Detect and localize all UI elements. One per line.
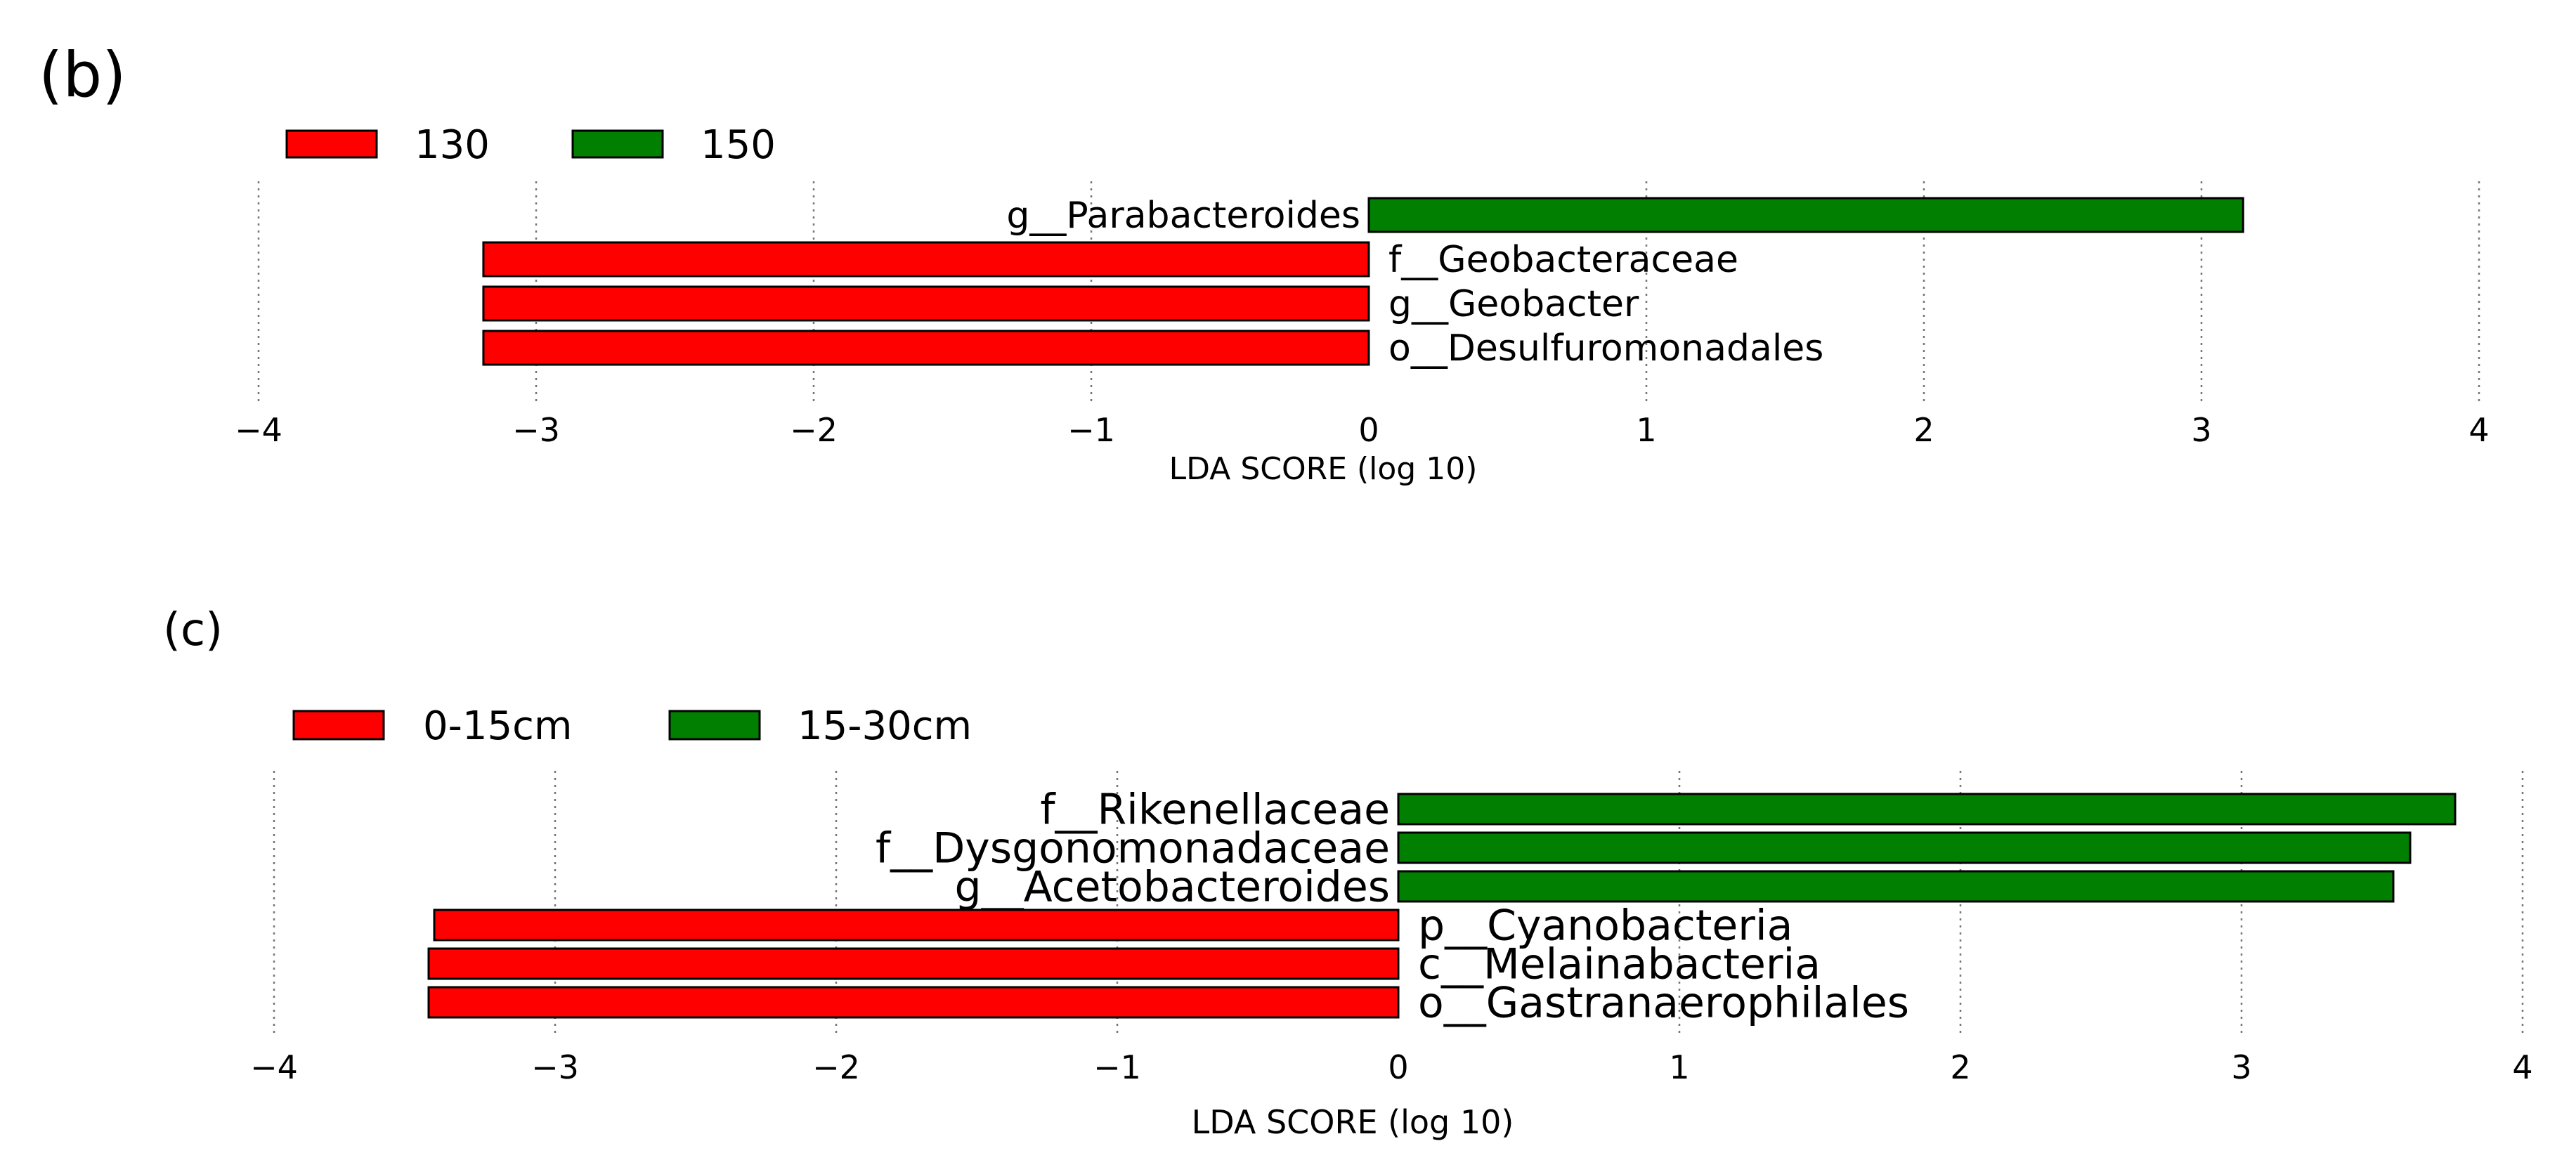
tick-label-c: −1 bbox=[1093, 1048, 1141, 1086]
x-axis-label-c: LDA SCORE (log 10) bbox=[1192, 1103, 1514, 1141]
bar-1-b bbox=[1367, 197, 2244, 233]
tick-label-b: −2 bbox=[790, 411, 838, 449]
legend-swatch-2-c bbox=[668, 710, 761, 741]
bar-2-c bbox=[1397, 831, 2412, 864]
bar-label-6-c: o__Gastranaerophilales bbox=[1418, 979, 1909, 1028]
bar-3-b bbox=[482, 285, 1370, 322]
bar-label-2-c: f__Dysgonomonadaceae bbox=[876, 824, 1390, 873]
bar-4-c bbox=[433, 909, 1400, 942]
bar-label-2-b: f__Geobacteraceae bbox=[1388, 239, 1738, 281]
bar-2-b bbox=[482, 241, 1370, 278]
bar-label-1-c: f__Rikenellaceae bbox=[1040, 786, 1390, 835]
tick-label-b: 3 bbox=[2191, 411, 2211, 449]
bar-label-4-c: p__Cyanobacteria bbox=[1418, 901, 1793, 951]
tick-label-b: 2 bbox=[1913, 411, 1934, 449]
bar-label-5-c: c__Melainabacteria bbox=[1418, 940, 1821, 989]
bar-label-3-b: g__Geobacter bbox=[1388, 283, 1639, 325]
panel-label-b: (b) bbox=[39, 39, 126, 111]
tick-label-c: −3 bbox=[531, 1048, 579, 1086]
legend-swatch-2-b bbox=[571, 129, 664, 159]
bar-1-c bbox=[1397, 793, 2457, 826]
tick-label-c: 2 bbox=[1950, 1048, 1970, 1086]
bar-6-c bbox=[427, 986, 1400, 1019]
tick-label-b: −4 bbox=[235, 411, 282, 449]
legend-swatch-1-c bbox=[292, 710, 385, 741]
tick-label-b: −3 bbox=[512, 411, 560, 449]
legend-label-2-c: 15-30cm bbox=[798, 703, 972, 749]
tick-label-c: 4 bbox=[2512, 1048, 2532, 1086]
tick-label-c: 1 bbox=[1669, 1048, 1689, 1086]
tick-label-c: 3 bbox=[2231, 1048, 2251, 1086]
x-axis-label-b: LDA SCORE (log 10) bbox=[1169, 451, 1478, 487]
bar-label-3-c: g__Acetobacteroides bbox=[955, 863, 1390, 912]
bar-label-4-b: o__Desulfuromonadales bbox=[1388, 327, 1823, 370]
legend-label-1-c: 0-15cm bbox=[423, 703, 572, 749]
bar-label-1-b: g__Parabacteroides bbox=[1006, 195, 1360, 237]
tick-label-c: −2 bbox=[812, 1048, 860, 1086]
tick-label-c: 0 bbox=[1388, 1048, 1408, 1086]
bar-3-c bbox=[1397, 870, 2395, 903]
tick-label-b: 1 bbox=[1636, 411, 1656, 449]
tick-label-c: −4 bbox=[250, 1048, 298, 1086]
legend-swatch-1-b bbox=[285, 129, 378, 159]
bar-4-b bbox=[482, 330, 1370, 366]
tick-label-b: −1 bbox=[1067, 411, 1115, 449]
bar-5-c bbox=[427, 947, 1400, 980]
legend-label-1-b: 130 bbox=[415, 122, 490, 168]
legend-label-2-b: 150 bbox=[701, 122, 776, 168]
tick-label-b: 0 bbox=[1358, 411, 1379, 449]
tick-label-b: 4 bbox=[2468, 411, 2489, 449]
panel-label-c: (c) bbox=[163, 604, 223, 656]
